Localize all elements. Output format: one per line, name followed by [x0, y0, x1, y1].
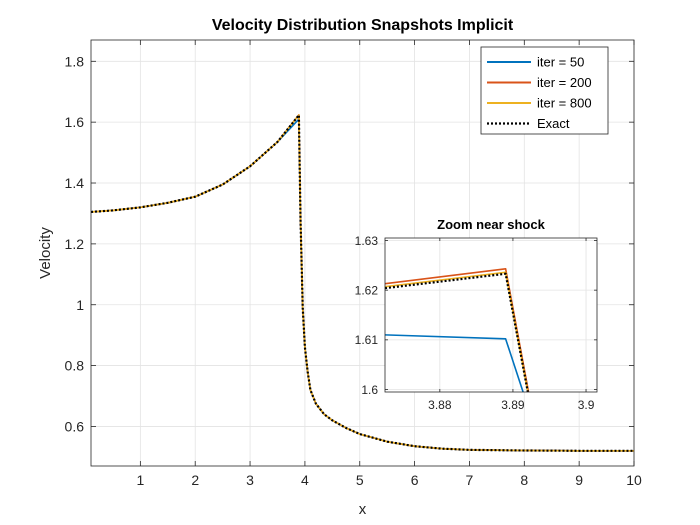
- inset-y-tick-label: 1.62: [355, 283, 379, 297]
- main-y-tick-label: 0.6: [65, 418, 85, 434]
- main-series-line-exact: [91, 114, 634, 452]
- inset-title: Zoom near shock: [437, 217, 545, 232]
- main-y-tick-label: 1.6: [65, 114, 85, 130]
- legend-items: iter = 50 iter = 200 iter = 800 Exact: [487, 55, 592, 131]
- legend-label: Exact: [537, 116, 570, 131]
- main-y-tick-label: 1: [76, 297, 84, 313]
- main-series-group: [91, 114, 634, 452]
- legend-label: iter = 800: [537, 96, 592, 111]
- main-x-tick-label: 10: [626, 472, 642, 488]
- inset-axes-box: [384, 237, 598, 393]
- inset-y-tick-label: 1.63: [355, 234, 379, 248]
- inset-x-tick-label: 3.89: [501, 398, 525, 412]
- inset-series-line-2: [385, 271, 529, 392]
- inset-series-group: [385, 267, 530, 392]
- main-x-tick-label: 6: [411, 472, 419, 488]
- main-y-tick-label: 1.4: [65, 175, 85, 191]
- x-axis-label: x: [359, 501, 367, 518]
- inset-x-tick-label: 3.9: [578, 398, 595, 412]
- main-x-tick-label: 3: [246, 472, 254, 488]
- legend-label: iter = 200: [537, 75, 592, 90]
- legend: iter = 50 iter = 200 iter = 800 Exact: [480, 46, 609, 135]
- inset-series-line-3: [385, 272, 529, 392]
- main-x-tick-label: 2: [191, 472, 199, 488]
- y-axis-label: Velocity: [37, 227, 54, 279]
- inset-axes: 3.88 3.89 3.9 1.6 1.61 1.62 1.63 Zoom near sho…: [355, 217, 598, 412]
- legend-label: iter = 50: [537, 55, 584, 70]
- chart-title: Velocity Distribution Snapshots Implicit: [212, 17, 514, 34]
- inset-y-tick-label: 1.6: [361, 383, 378, 397]
- inset-plot-area: [385, 238, 597, 392]
- main-x-tick-label: 1: [136, 472, 144, 488]
- main-y-tick-label: 1.8: [65, 53, 85, 69]
- main-x-tick-label: 7: [466, 472, 474, 488]
- main-x-tick-label: 9: [575, 472, 583, 488]
- main-x-tick-label: 5: [356, 472, 364, 488]
- main-axes-box: [90, 39, 635, 467]
- inset-x-tick-label: 3.88: [428, 398, 452, 412]
- inset-ticks: 3.88 3.89 3.9 1.6 1.61 1.62 1.63: [355, 234, 597, 412]
- inset-y-tick-label: 1.61: [355, 333, 379, 347]
- main-ticks: 1 2 3 4 5 6 7 8 9 10 0.6 0.8 1 1.2 1.4 1.6 1.8: [65, 40, 642, 488]
- main-x-tick-label: 8: [520, 472, 528, 488]
- main-y-tick-label: 0.8: [65, 358, 85, 374]
- inset-series-line-0: [385, 334, 524, 392]
- main-y-tick-label: 1.2: [65, 236, 85, 252]
- main-x-tick-label: 4: [301, 472, 309, 488]
